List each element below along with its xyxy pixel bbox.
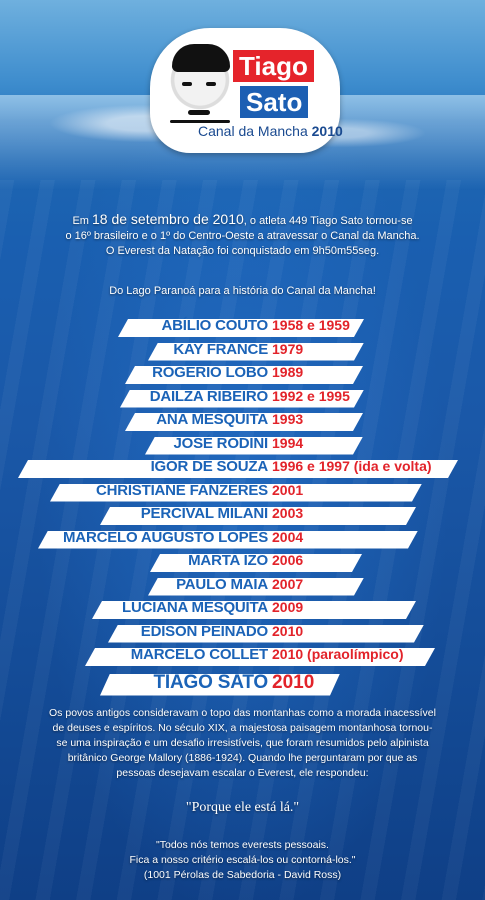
swimmer-name: ROGÉRIO LOBO <box>152 364 268 381</box>
swimmer-bar <box>150 554 362 572</box>
swimmer-name: PERCIVAL MILANI <box>140 505 268 522</box>
closing-quote-line1: "Todos nós temos everests pessoais. <box>156 839 329 851</box>
swimmer-row: TIAGO SATO 2010 <box>0 672 485 698</box>
swimmer-row: LUCIANA MESQUITA 2009 <box>0 599 485 621</box>
swimmer-year: 2010 <box>272 622 304 639</box>
intro-text: Em 18 de setembro de 2010, o atleta 449 … <box>0 212 485 259</box>
paragraph-line1: Os povos antigos consideravam o topo das… <box>49 707 436 719</box>
swimmer-row: ABÍLIO COUTO 1958 e 1959 <box>0 317 485 339</box>
swimmer-name: PAULO MAIA <box>176 575 268 593</box>
swimmer-row: IGOR DE SOUZA 1996 e 1997 (ida e volta) <box>0 458 485 480</box>
swimmer-portrait <box>160 40 240 140</box>
mallory-quote: "Porque ele está lá." <box>185 800 300 815</box>
paragraph-line4: britânico George Mallory (1886-1924). Qu… <box>67 752 418 764</box>
intro-date: 18 de setembro de 2010 <box>92 211 244 227</box>
swimmer-name: CHRISTIANE FANZERES <box>95 481 268 499</box>
paragraph-line5: pessoas desejavam escalar o Everest, ele… <box>116 767 369 779</box>
swimmer-year: 1996 e 1997 (ida e volta) <box>272 458 432 474</box>
swimmer-name: KAY FRANCE <box>173 340 268 358</box>
swimmer-year: 2006 <box>272 552 304 568</box>
swimmer-year: 2007 <box>272 575 304 592</box>
swimmer-bar <box>18 460 458 478</box>
logo-name-last: Sato <box>240 86 309 118</box>
swimmer-year: 2009 <box>272 599 304 615</box>
swimmer-bar <box>100 507 416 525</box>
swimmer-row: MARTA IZO 2006 <box>0 552 485 574</box>
swimmer-bar <box>50 484 422 502</box>
swimmer-bar <box>148 578 364 596</box>
swimmer-name: DAILZA RIBEIRO <box>149 387 269 405</box>
swimmer-bar <box>100 674 340 696</box>
swimmer-bar <box>125 413 363 431</box>
closing-quote-line2: Fica a nosso critério escalá-los ou cont… <box>129 854 356 866</box>
swimmer-bar <box>108 625 424 643</box>
swimmer-bar <box>120 390 364 408</box>
swimmer-row: JOSÉ RODINI 1994 <box>0 435 485 457</box>
swimmer-row: MARCELO AUGUSTO LOPES 2004 <box>0 529 485 551</box>
swimmer-name: ABÍLIO COUTO <box>161 317 269 334</box>
tagline: Do Lago Paranoá para a história do Canal… <box>109 285 376 297</box>
everest-paragraph: Os povos antigos consideravam o topo das… <box>6 706 479 781</box>
logo-subtitle: Canal da Mancha 2010 <box>198 123 343 139</box>
swimmer-year: 2010 (paraolímpico) <box>272 646 404 662</box>
swimmer-name: ANA MESQUITA <box>156 411 268 428</box>
swimmer-bar <box>148 343 364 361</box>
swimmer-name: MARCELO AUGUSTO LOPES <box>63 528 268 546</box>
swimmer-year: 1994 <box>272 434 304 451</box>
swimmer-bar <box>125 366 363 384</box>
swimmer-year: 2001 <box>272 481 304 498</box>
closing-quote: "Todos nós temos everests pessoais. Fica… <box>0 838 485 883</box>
paragraph-line3: se uma inspiração e um desafio irresistí… <box>56 737 429 749</box>
swimmer-name: MARTA IZO <box>188 552 268 569</box>
swimmer-year: 2010 <box>272 671 315 693</box>
paragraph-line2: de deuses e espíritos. No século XIX, a … <box>52 722 433 734</box>
swimmer-name: MARCELO COLLET <box>130 646 268 663</box>
swimmer-bar <box>118 319 364 337</box>
swimmer-row: ANA MESQUITA 1993 <box>0 411 485 433</box>
swimmer-row: PERCIVAL MILANI 2003 <box>0 505 485 527</box>
swimmer-name: EDISON PEINADO <box>140 622 268 640</box>
swimmer-name: IGOR DE SOUZA <box>150 458 269 475</box>
swimmer-row: KAY FRANCE 1979 <box>0 341 485 363</box>
swimmer-name: TIAGO SATO <box>153 671 269 693</box>
swimmer-name: LUCIANA MESQUITA <box>122 599 268 616</box>
swimmer-year: 1958 e 1959 <box>272 317 350 333</box>
intro-line2: o 16º brasileiro e o 1º do Centro-Oeste … <box>65 230 420 242</box>
swimmer-year: 1989 <box>272 364 304 380</box>
swimmer-row: MARCELO COLLET 2010 (paraolímpico) <box>0 646 485 668</box>
swimmer-year: 2004 <box>272 528 304 545</box>
swimmer-year: 1993 <box>272 411 304 427</box>
swimmer-name: JOSÉ RODINI <box>173 434 269 452</box>
swimmer-year: 2003 <box>272 505 304 521</box>
swimmer-bar <box>85 648 435 666</box>
swimmer-bar <box>92 601 416 619</box>
swimmer-year: 1979 <box>272 340 304 357</box>
swimmer-year: 1992 e 1995 <box>272 387 350 404</box>
closing-quote-source: (1001 Pérolas de Sabedoria - David Ross) <box>143 869 342 881</box>
swimmer-row: CHRISTIANE FANZERES 2001 <box>0 482 485 504</box>
intro-prefix: Em <box>72 215 92 227</box>
swimmer-row: DAILZA RIBEIRO 1992 e 1995 <box>0 388 485 410</box>
swimmer-row: EDISON PEINADO 2010 <box>0 623 485 645</box>
logo: Tiago Sato Canal da Mancha 2010 <box>150 28 343 153</box>
swimmer-bar <box>38 531 418 549</box>
swimmer-row: PAULO MAIA 2007 <box>0 576 485 598</box>
logo-subtitle-year: 2010 <box>311 123 343 139</box>
swimmer-row: ROGÉRIO LOBO 1989 <box>0 364 485 386</box>
intro-line1-rest: , o atleta 449 Tiago Sato tornou-se <box>243 215 413 227</box>
logo-name-first: Tiago <box>233 50 314 82</box>
logo-subtitle-text: Canal da Mancha <box>198 123 308 139</box>
intro-line3: O Everest da Natação foi conquistado em … <box>105 245 380 257</box>
swimmer-bar <box>145 437 363 455</box>
